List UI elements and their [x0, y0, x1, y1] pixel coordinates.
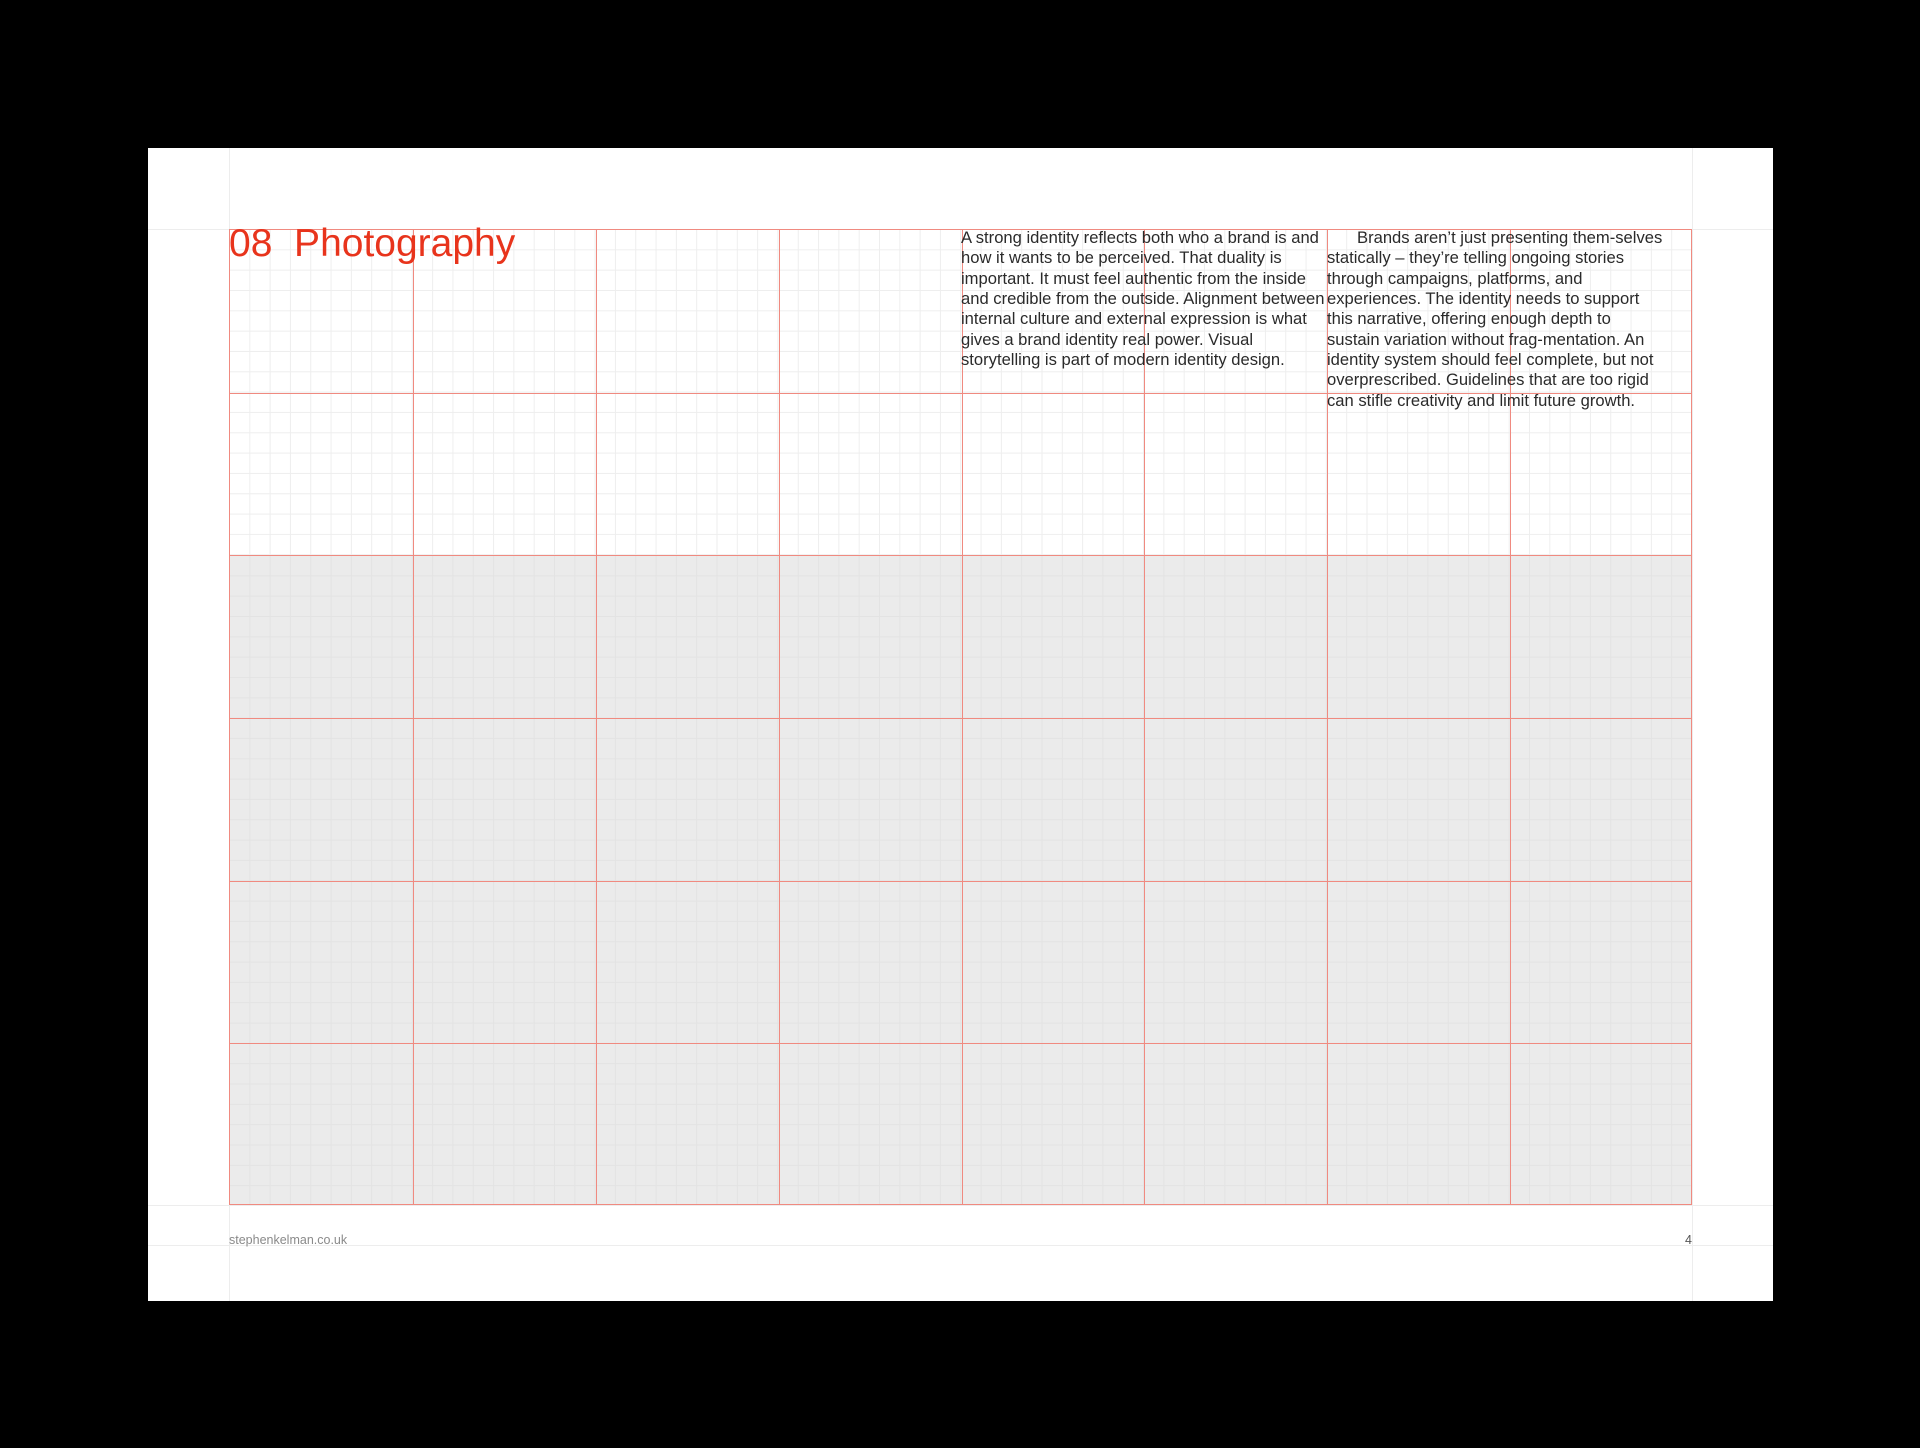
grid-column-line [412, 230, 414, 1204]
grid-column-line [778, 230, 780, 1204]
body-text-column-2: Brands aren’t just presenting them-selve… [1327, 228, 1663, 410]
section-title: 08 Photography [229, 222, 516, 265]
document-page: 08 Photography A strong identity reflect… [148, 148, 1773, 1301]
page-number: 4 [1685, 1233, 1692, 1247]
body-text-column-1: A strong identity reflects both who a br… [961, 228, 1325, 369]
layout-grid [229, 229, 1692, 1205]
grid-row-line [230, 1043, 1691, 1045]
footer-website: stephenkelman.co.uk [229, 1233, 348, 1247]
margin-guide-bottom [148, 1205, 1773, 1206]
grid-column-line [595, 230, 597, 1204]
grid-column-line [1144, 230, 1146, 1204]
grid-row-line [230, 880, 1691, 882]
grid-row-line [230, 718, 1691, 719]
grid-row-line [230, 555, 1691, 557]
footer-rule [148, 1245, 1773, 1246]
grid-column-line [1327, 230, 1329, 1204]
image-placeholder-area [229, 555, 1692, 1205]
grid-row-line [230, 392, 1691, 394]
grid-column-line [1510, 230, 1512, 1204]
grid-column-line [961, 230, 963, 1204]
margin-guide-right [1692, 148, 1693, 1301]
